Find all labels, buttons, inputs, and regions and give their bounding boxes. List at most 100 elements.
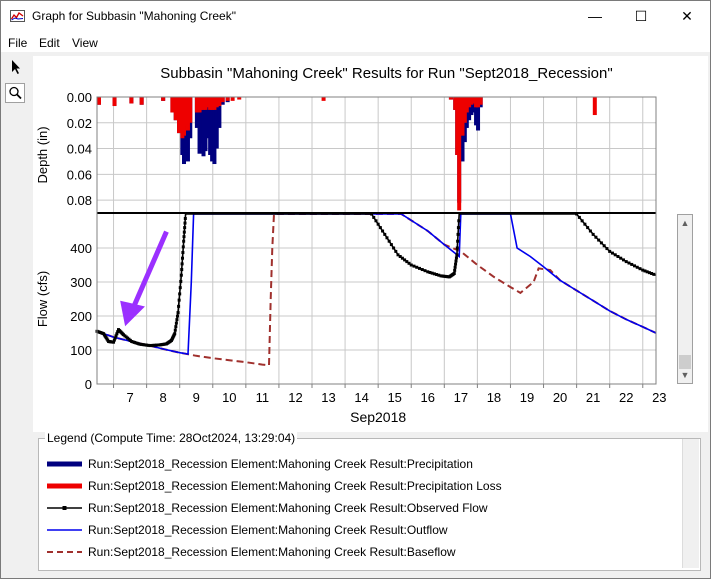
observed-flow-marker bbox=[602, 244, 606, 248]
observed-flow-marker bbox=[456, 239, 460, 243]
observed-flow-marker bbox=[621, 258, 625, 262]
observed-flow-marker bbox=[454, 262, 458, 266]
depth-bar bbox=[185, 97, 190, 131]
observed-flow-marker bbox=[113, 336, 117, 340]
observed-flow-marker bbox=[173, 332, 177, 336]
observed-flow-marker bbox=[398, 255, 402, 258]
depth-bar bbox=[203, 97, 208, 110]
maximize-button[interactable]: ☐ bbox=[634, 8, 648, 24]
depth-bar bbox=[139, 97, 144, 105]
observed-flow-marker bbox=[407, 261, 411, 265]
observed-flow-marker bbox=[454, 259, 458, 263]
legend-scrollbar[interactable] bbox=[682, 439, 699, 568]
observed-flow-marker bbox=[378, 226, 382, 230]
scroll-down-icon[interactable]: ▼ bbox=[680, 370, 690, 380]
menu-view[interactable]: View bbox=[72, 36, 98, 50]
observed-flow-marker bbox=[181, 256, 185, 260]
observed-flow-marker bbox=[638, 267, 642, 271]
chart-vertical-scrollbar[interactable]: ▲ ▼ bbox=[677, 214, 693, 384]
flow-tick-label: 0 bbox=[85, 377, 92, 392]
legend-title: Legend (Compute Time: 28Oct2024, 13:29:0… bbox=[45, 431, 298, 445]
zoom-tool-button[interactable] bbox=[5, 83, 25, 103]
depth-bar bbox=[181, 97, 186, 136]
observed-flow-marker bbox=[176, 311, 180, 315]
observed-flow-marker bbox=[141, 343, 145, 347]
x-tick-label: 21 bbox=[586, 390, 600, 405]
pointer-tool-button[interactable] bbox=[5, 57, 25, 77]
legend-swatch-observed-flow bbox=[47, 506, 82, 510]
observed-flow-marker bbox=[396, 253, 400, 257]
x-axis-label: Sep2018 bbox=[350, 409, 406, 425]
plot-area: Subbasin "Mahoning Creek" Results for Ru… bbox=[33, 56, 708, 432]
menu-edit[interactable]: Edit bbox=[39, 36, 60, 50]
observed-flow-marker bbox=[146, 343, 150, 347]
x-tick-label: 19 bbox=[520, 390, 534, 405]
observed-flow-marker bbox=[178, 286, 182, 290]
observed-flow-marker bbox=[643, 269, 647, 273]
flow-tick-label: 200 bbox=[70, 309, 92, 324]
depth-bar bbox=[457, 97, 462, 211]
observed-flow-marker bbox=[153, 343, 157, 347]
results-chart[interactable]: Subbasin "Mahoning Creek" Results for Ru… bbox=[33, 56, 708, 432]
annotation-arrow-shaft bbox=[131, 230, 169, 309]
window-title: Graph for Subbasin "Mahoning Creek" bbox=[32, 9, 236, 23]
depth-bar bbox=[199, 97, 204, 110]
observed-flow-marker bbox=[174, 325, 178, 329]
depth-tick-label: 0.06 bbox=[67, 167, 92, 182]
observed-flow-marker bbox=[182, 235, 186, 239]
plot-background bbox=[97, 97, 656, 384]
observed-flow-marker bbox=[426, 270, 430, 274]
legend-label: Run:Sept2018_Recession Element:Mahoning … bbox=[88, 457, 473, 471]
observed-flow-marker bbox=[175, 318, 179, 322]
scroll-thumb[interactable] bbox=[679, 355, 691, 369]
observed-flow-marker bbox=[645, 270, 649, 274]
depth-tick-label: 0.02 bbox=[67, 116, 92, 131]
title-bar[interactable]: Graph for Subbasin "Mahoning Creek" — ☐ … bbox=[1, 1, 710, 32]
observed-flow-marker bbox=[630, 262, 634, 266]
observed-flow-marker bbox=[454, 256, 458, 260]
depth-axis-label: Depth (in) bbox=[35, 126, 50, 183]
observed-flow-marker bbox=[381, 229, 385, 233]
chart-title: Subbasin "Mahoning Creek" Results for Ru… bbox=[160, 65, 612, 82]
minimize-button[interactable]: — bbox=[588, 8, 602, 24]
observed-flow-marker bbox=[418, 266, 421, 270]
observed-flow-marker bbox=[143, 343, 147, 347]
observed-flow-marker bbox=[156, 343, 160, 347]
zoom-icon bbox=[9, 86, 22, 100]
depth-bar bbox=[217, 97, 222, 107]
depth-bar bbox=[476, 97, 481, 131]
depth-bar bbox=[212, 97, 217, 165]
observed-flow-marker bbox=[177, 304, 181, 308]
close-button[interactable]: ✕ bbox=[681, 8, 693, 24]
x-tick-label: 18 bbox=[487, 390, 501, 405]
x-tick-label: 13 bbox=[321, 390, 335, 405]
observed-flow-marker bbox=[430, 271, 434, 275]
observed-flow-marker bbox=[428, 270, 432, 274]
observed-flow-marker bbox=[179, 279, 183, 283]
depth-bar bbox=[467, 97, 472, 108]
observed-flow-marker bbox=[453, 265, 457, 269]
observed-flow-marker bbox=[455, 246, 459, 250]
scroll-up-icon[interactable]: ▲ bbox=[680, 218, 690, 228]
depth-bar bbox=[214, 97, 219, 108]
menu-file[interactable]: File bbox=[8, 36, 28, 50]
depth-bar bbox=[321, 97, 326, 101]
depth-tick-label: 0.00 bbox=[67, 90, 92, 105]
observed-flow-marker bbox=[179, 273, 183, 277]
observed-flow-marker bbox=[635, 265, 639, 269]
depth-bar bbox=[173, 97, 178, 121]
observed-flow-marker bbox=[372, 215, 376, 219]
x-tick-label: 8 bbox=[160, 390, 167, 405]
observed-flow-marker bbox=[647, 271, 651, 275]
observed-flow-marker bbox=[392, 246, 396, 250]
observed-flow-marker bbox=[385, 236, 389, 240]
observed-flow-marker bbox=[383, 232, 387, 236]
legend-swatch-outflow bbox=[47, 529, 82, 531]
depth-bar bbox=[237, 97, 242, 100]
depth-bar bbox=[96, 97, 101, 105]
observed-flow-marker bbox=[633, 264, 636, 268]
depth-bar bbox=[478, 97, 483, 105]
x-tick-label: 20 bbox=[553, 390, 567, 405]
observed-flow-marker bbox=[591, 232, 595, 236]
depth-bar bbox=[476, 97, 481, 108]
